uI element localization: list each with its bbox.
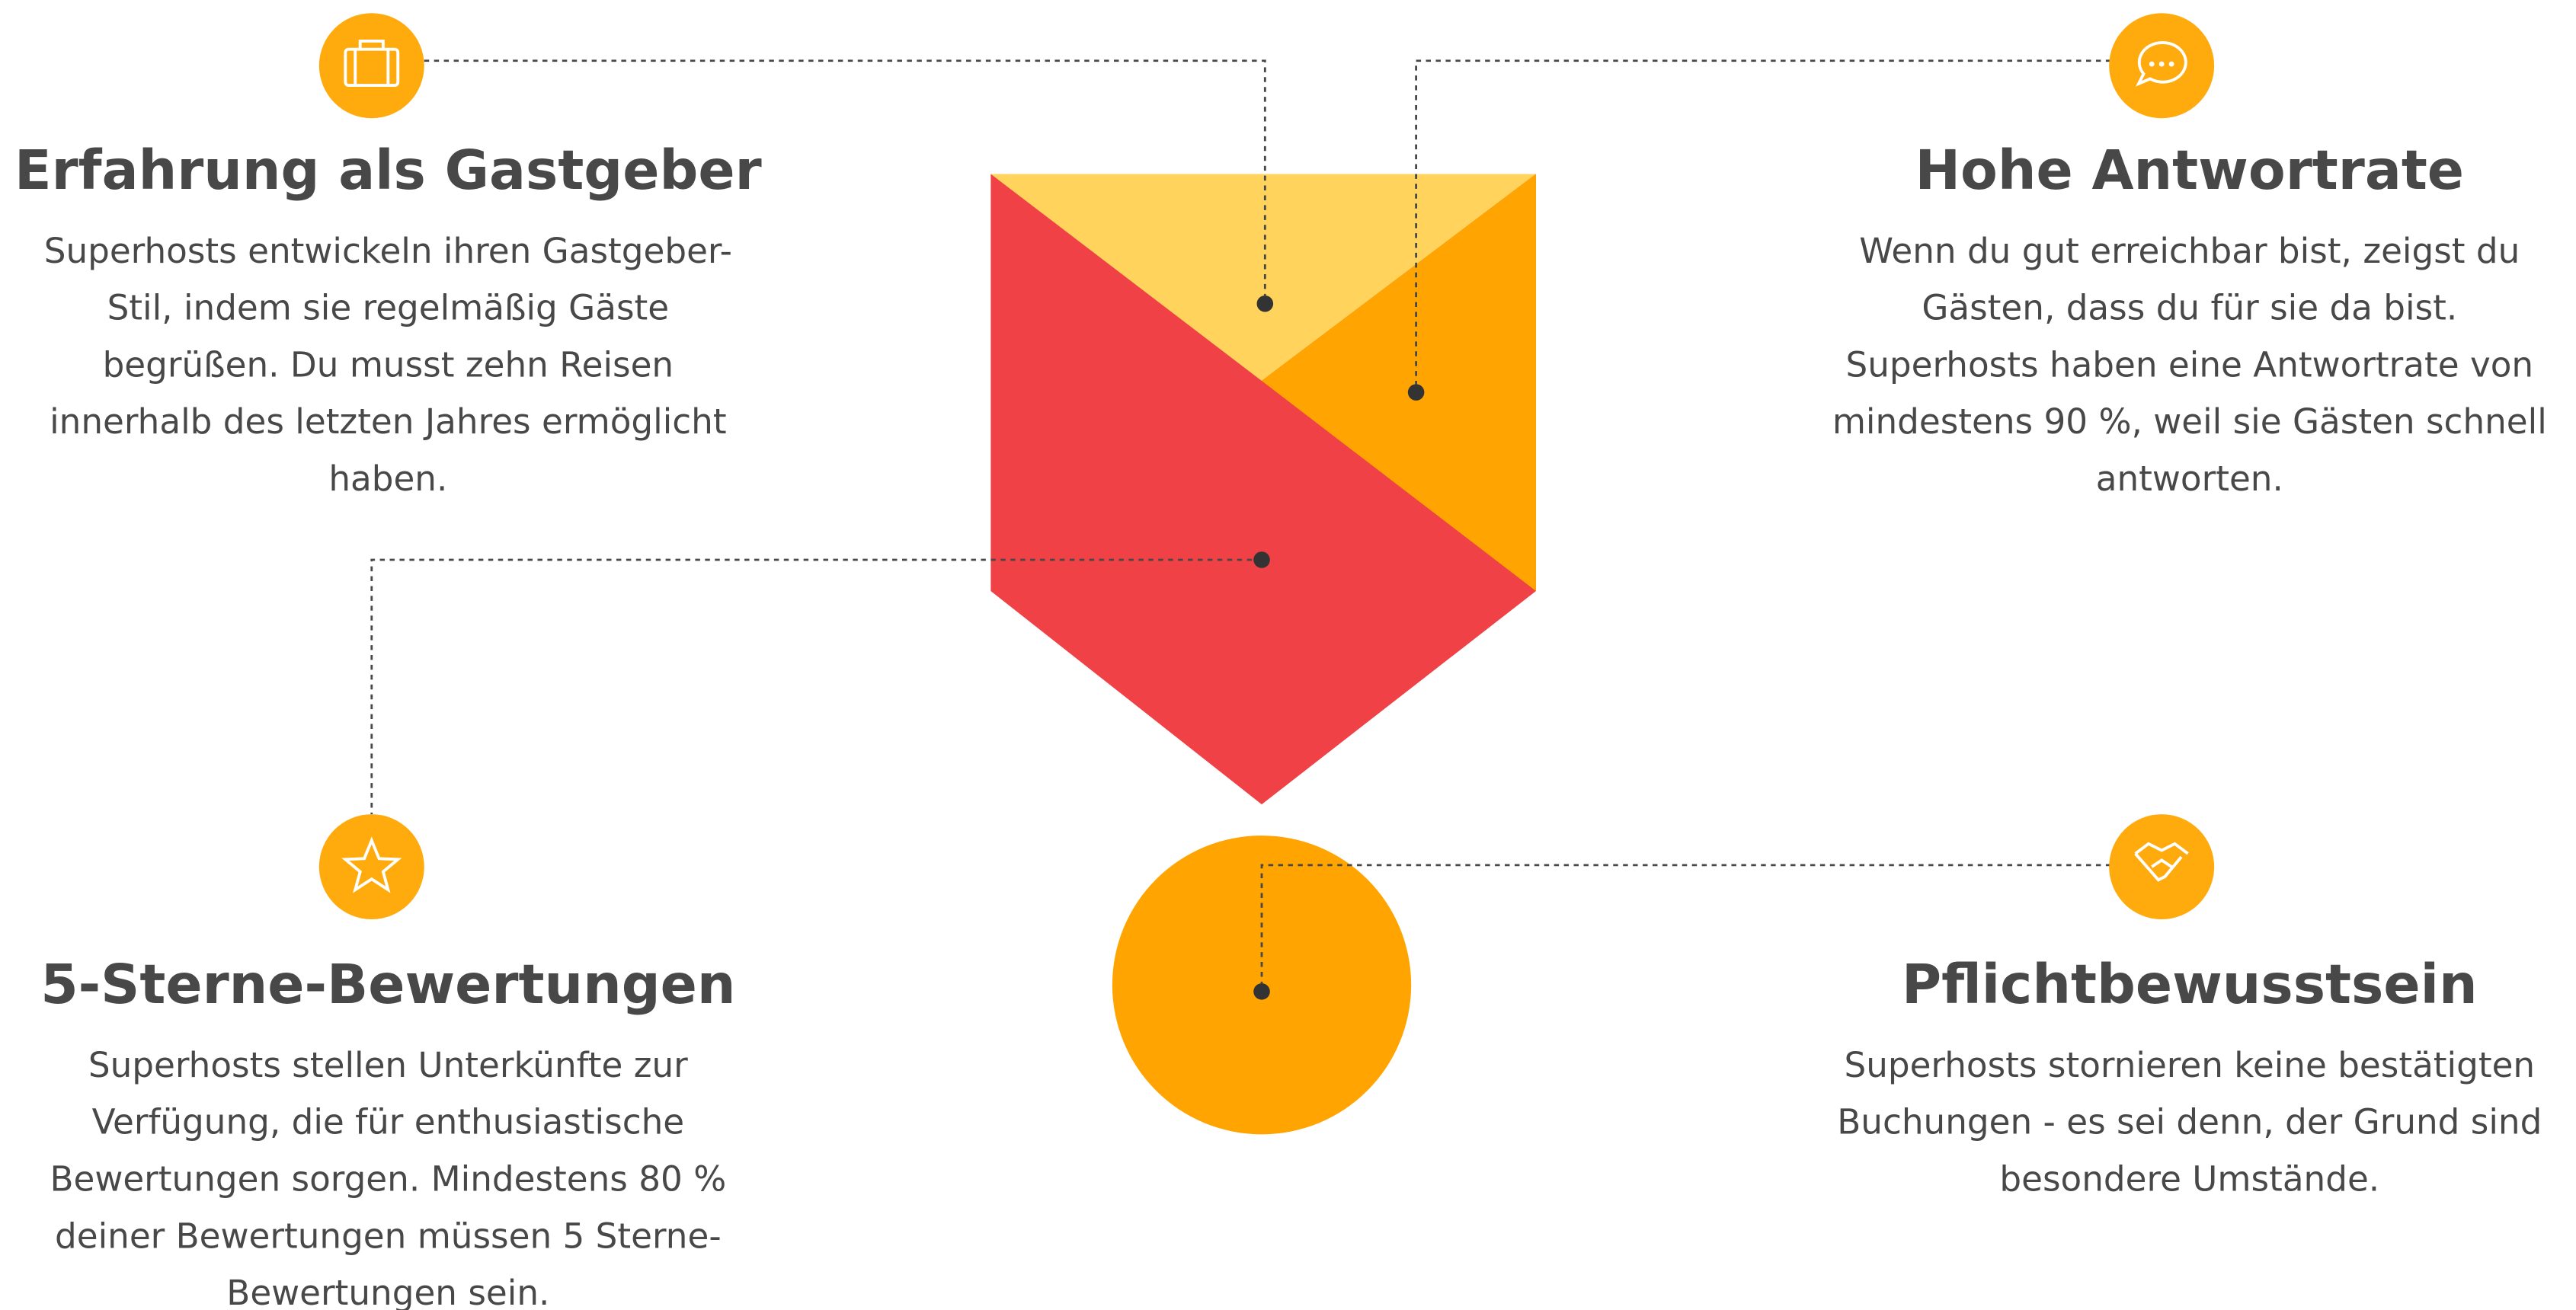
- feature-title: Pflichtbewusstsein: [1902, 953, 2478, 1016]
- connector-dot: [1408, 384, 1425, 401]
- icon-suitcase: [319, 13, 424, 118]
- feature-text-line: Gästen, dass du für sie da bist.: [1922, 288, 2457, 328]
- feature-text-line: antworten.: [2096, 458, 2283, 499]
- connector-dot: [1253, 551, 1270, 568]
- feature-title: Hohe Antwortrate: [1915, 139, 2465, 202]
- feature-text-line: besondere Umstände.: [1999, 1159, 2379, 1200]
- connector-dot: [1253, 983, 1270, 1000]
- feature-text-line: Superhosts entwickeln ihren Gastgeber-: [44, 231, 732, 271]
- connector-dot: [1257, 296, 1274, 312]
- feature-text-line: deiner Bewertungen müssen 5 Sterne-: [55, 1216, 722, 1256]
- feature-text-line: Bewertungen sein.: [226, 1273, 549, 1310]
- feature-text-line: innerhalb des letzten Jahres ermöglicht: [50, 401, 726, 442]
- feature-text-line: haben.: [328, 458, 447, 499]
- feature-text-line: Bewertungen sorgen. Mindestens 80 %: [50, 1159, 726, 1200]
- page: Erfahrung als Gastgeber Superhosts entwic…: [0, 0, 2576, 1310]
- feature-text-line: Verfügung, die für enthusiastische: [92, 1102, 685, 1142]
- feature-title: 5-Sterne-Bewertungen: [40, 953, 735, 1016]
- icon-star: [319, 814, 424, 919]
- feature-text-line: begrüßen. Du musst zehn Reisen: [103, 344, 674, 385]
- feature-text-line: Superhosts stornieren keine bestätigten: [1844, 1045, 2535, 1085]
- feature-text-line: mindestens 90 %, weil sie Gästen schnell: [1832, 401, 2547, 442]
- feature-text-line: Wenn du gut erreichbar bist, zeigst du: [1859, 231, 2520, 271]
- icon-chat: [2109, 13, 2214, 118]
- feature-text-line: Superhosts haben eine Antwortrate von: [1845, 344, 2533, 385]
- feature-title: Erfahrung als Gastgeber: [14, 139, 762, 202]
- feature-text-line: Superhosts stellen Unterkünfte zur: [88, 1045, 688, 1085]
- feature-text-line: Stil, indem sie regelmäßig Gäste: [107, 288, 670, 328]
- feature-text-line: Buchungen - es sei denn, der Grund sind: [1837, 1102, 2542, 1142]
- icon-handshake: [2109, 814, 2214, 919]
